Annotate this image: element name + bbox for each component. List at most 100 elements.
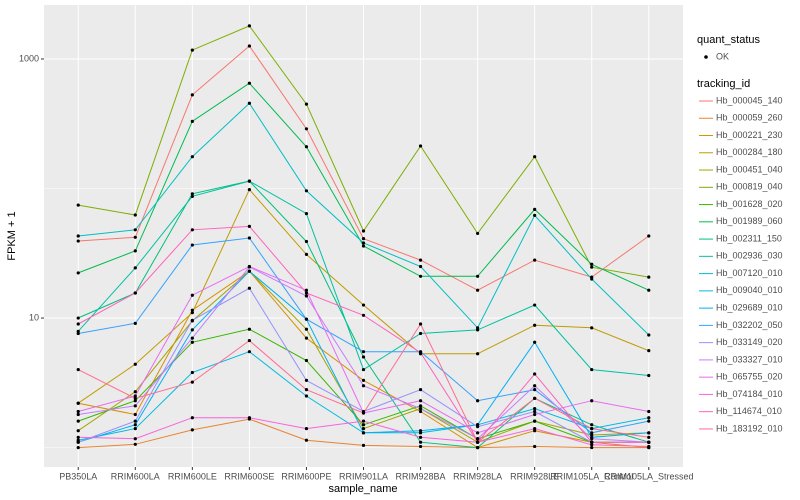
data-point	[190, 119, 194, 123]
data-point	[647, 373, 651, 378]
data-point	[533, 384, 537, 388]
legend-title: tracking_id	[697, 78, 750, 90]
data-point	[533, 213, 537, 217]
data-point	[247, 24, 251, 28]
data-point	[190, 311, 194, 315]
data-point	[190, 428, 194, 432]
data-point	[133, 228, 137, 232]
data-point	[76, 440, 80, 444]
legend-label: Hb_001628_020	[716, 199, 783, 209]
data-point	[133, 213, 137, 217]
data-point	[533, 340, 537, 344]
legend-label: OK	[716, 51, 729, 61]
data-point	[190, 370, 194, 375]
data-point	[76, 234, 80, 238]
data-point	[190, 194, 194, 198]
data-point	[647, 275, 651, 279]
data-point	[133, 249, 137, 253]
legend-label: Hb_000059_260	[716, 113, 783, 123]
data-point	[418, 351, 423, 355]
data-point	[533, 323, 537, 327]
x-tick-label: RRIM928LA	[453, 471, 502, 481]
legend-label: Hb_000451_040	[716, 164, 783, 174]
data-point	[76, 316, 80, 320]
data-point	[361, 384, 366, 388]
data-point	[590, 423, 594, 427]
data-point	[361, 241, 366, 245]
data-point	[133, 437, 137, 441]
data-point	[418, 264, 423, 269]
data-point	[590, 427, 594, 431]
data-point	[533, 427, 537, 431]
data-point	[418, 435, 423, 439]
data-point	[190, 155, 194, 159]
data-point	[247, 327, 251, 331]
x-tick-label: PB350LA	[59, 471, 97, 481]
x-tick-label: RRIM600LA	[111, 471, 160, 481]
data-point	[247, 286, 251, 290]
data-point	[304, 127, 309, 131]
data-point	[304, 358, 309, 363]
data-point	[190, 293, 194, 297]
data-point	[590, 367, 594, 372]
data-point	[190, 243, 194, 247]
x-axis-title: sample_name	[328, 483, 397, 495]
legend-label: Hb_007120_010	[716, 268, 783, 278]
data-point	[647, 333, 651, 337]
data-point	[533, 388, 537, 392]
data-point	[647, 234, 651, 238]
x-tick-label: RRIM928BA	[396, 471, 446, 481]
data-point	[476, 274, 480, 278]
legend-label: Hb_065755_020	[716, 372, 783, 382]
data-point	[304, 291, 309, 295]
data-point	[190, 48, 194, 52]
legend-label: Hb_000819_040	[716, 182, 783, 192]
data-point	[76, 322, 80, 326]
data-point	[476, 431, 480, 435]
data-point	[76, 435, 80, 439]
legend-label: Hb_000045_140	[716, 95, 783, 105]
data-point	[190, 308, 194, 312]
data-point	[418, 399, 423, 403]
data-point	[304, 378, 309, 383]
data-point	[304, 317, 309, 321]
data-point	[476, 425, 480, 429]
legend-label: Hb_114674_010	[716, 406, 782, 416]
data-point	[361, 419, 366, 423]
data-point	[304, 438, 309, 442]
data-point	[133, 394, 137, 398]
y-tick-label: 1000	[19, 53, 39, 63]
data-point	[304, 189, 309, 193]
data-point	[590, 443, 594, 447]
data-point	[418, 406, 423, 411]
data-point	[476, 288, 480, 292]
legend-label: Hb_000221_230	[716, 130, 783, 140]
data-point	[361, 229, 366, 233]
data-point	[190, 228, 194, 232]
data-point	[190, 192, 194, 196]
legend-label: Hb_009040_010	[716, 285, 783, 295]
data-point	[133, 419, 137, 423]
legend-label: Hb_000284_180	[716, 147, 783, 157]
data-point	[533, 396, 537, 400]
data-point	[247, 338, 251, 343]
data-point	[247, 350, 251, 354]
data-point	[133, 321, 137, 325]
data-point	[76, 367, 80, 372]
data-point	[133, 442, 137, 446]
data-point	[590, 265, 594, 269]
data-point	[418, 322, 423, 326]
data-point	[247, 188, 251, 192]
data-point	[361, 244, 366, 248]
legend-label: Hb_002311_150	[716, 233, 782, 243]
data-point	[647, 431, 651, 435]
data-point	[190, 318, 194, 322]
data-point	[76, 419, 80, 423]
data-point	[361, 378, 366, 383]
data-point	[247, 179, 251, 183]
data-point	[361, 313, 366, 317]
legend-label: Hb_033327_010	[716, 354, 783, 364]
data-point	[76, 412, 80, 417]
x-tick-label: RRIM105LA_Control	[550, 471, 633, 481]
data-point	[133, 362, 137, 366]
